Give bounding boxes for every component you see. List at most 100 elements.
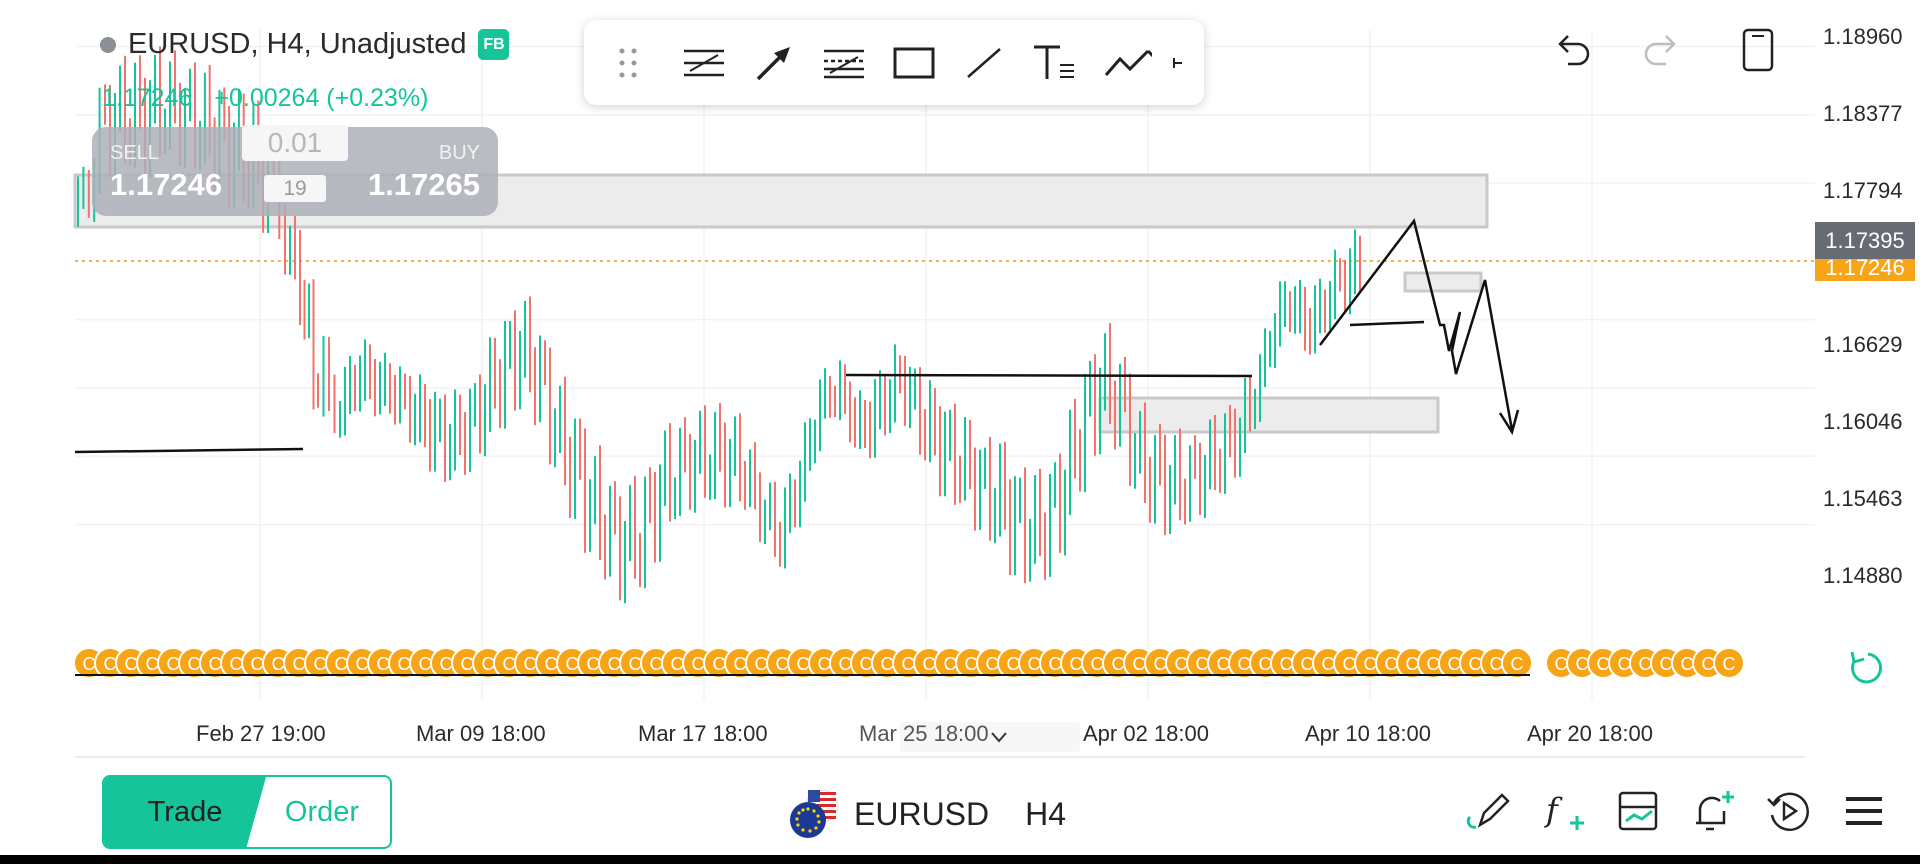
fib-retracement-icon[interactable] (820, 40, 868, 86)
lot-size-input[interactable]: 0.01 (242, 125, 348, 161)
bottom-symbol: EURUSD (854, 795, 990, 832)
svg-text:C: C (1301, 654, 1314, 674)
svg-text:C: C (1280, 654, 1293, 674)
indicator-fx-icon[interactable]: f (1538, 785, 1590, 837)
svg-text:C: C (818, 654, 831, 674)
svg-text:C: C (1007, 654, 1020, 674)
svg-text:C: C (1385, 654, 1398, 674)
price-change: +0.00264 (+0.23%) (214, 84, 429, 112)
svg-text:C: C (1049, 654, 1062, 674)
drag-handle-icon[interactable] (604, 40, 652, 86)
symbol-selector[interactable]: EURUSD H4 (788, 788, 1066, 840)
price-tick: 1.16046 (1823, 409, 1903, 434)
spread-value: 19 (264, 175, 326, 202)
svg-text:C: C (461, 654, 474, 674)
svg-text:C: C (1639, 654, 1652, 674)
svg-text:C: C (1618, 654, 1631, 674)
one-click-trade-panel: SELL 1.17246 BUY 1.17265 0.01 19 (92, 125, 498, 216)
svg-text:C: C (608, 654, 621, 674)
svg-text:C: C (314, 654, 327, 674)
svg-text:C: C (1238, 654, 1251, 674)
time-tick: Apr 20 18:00 (1527, 721, 1653, 746)
polyline-icon[interactable] (1104, 40, 1152, 86)
svg-text:C: C (1597, 654, 1610, 674)
trend-line-icon[interactable] (960, 40, 1008, 86)
projection-polyline (1319, 218, 1514, 431)
svg-text:C: C (1469, 654, 1482, 674)
current-price-tag: 1.17395 (1815, 222, 1915, 259)
redo-icon[interactable] (1638, 26, 1686, 74)
svg-text:C: C (1702, 654, 1715, 674)
system-nav-strip (0, 855, 1920, 864)
price-tick: 1.16629 (1823, 332, 1903, 357)
svg-text:C: C (83, 654, 96, 674)
template-icon[interactable] (1612, 785, 1664, 837)
svg-text:C: C (1175, 654, 1188, 674)
svg-text:C: C (1490, 654, 1503, 674)
time-tick: Feb 27 19:00 (196, 721, 326, 746)
menu-icon[interactable] (1838, 785, 1890, 837)
symbol-header[interactable]: EURUSD, H4, Unadjusted FB (100, 28, 510, 61)
svg-text:C: C (293, 654, 306, 674)
svg-text:C: C (1448, 654, 1461, 674)
svg-text:C: C (104, 654, 117, 674)
buy-label[interactable]: BUY (438, 142, 480, 164)
svg-text:C: C (629, 654, 642, 674)
fullscreen-icon[interactable] (1734, 26, 1782, 74)
svg-text:C: C (1196, 654, 1209, 674)
more-icon[interactable] (1168, 40, 1188, 86)
drawing-toolbar (584, 20, 1204, 105)
horizontal-line-mid (845, 373, 1253, 378)
demand-zone-rect[interactable] (1098, 396, 1440, 434)
svg-text:C: C (1343, 654, 1356, 674)
horizontal-line-left (74, 447, 304, 454)
buy-price[interactable]: 1.17265 (367, 167, 480, 202)
svg-text:C: C (944, 654, 957, 674)
status-dot (100, 36, 116, 53)
order-tab[interactable]: Order (284, 795, 360, 828)
svg-text:C: C (209, 654, 222, 674)
svg-text:C: C (986, 654, 999, 674)
svg-text:C: C (1681, 654, 1694, 674)
svg-text:C: C (188, 654, 201, 674)
price-tick: 1.15463 (1823, 486, 1903, 511)
sell-price[interactable]: 1.17246 (110, 167, 223, 202)
svg-text:C: C (398, 654, 411, 674)
alert-bell-icon[interactable] (1686, 785, 1738, 837)
svg-text:C: C (1427, 654, 1440, 674)
bottom-timeframe[interactable]: H4 (1025, 795, 1067, 832)
reset-chart-icon[interactable] (1850, 651, 1883, 684)
svg-text:C: C (545, 654, 558, 674)
parallel-channel-icon[interactable] (680, 40, 728, 86)
svg-text:C: C (503, 654, 516, 674)
text-icon[interactable] (1030, 40, 1078, 86)
small-zone-rect[interactable] (1403, 271, 1483, 293)
svg-text:C: C (839, 654, 852, 674)
price-tick: 1.18377 (1823, 101, 1903, 126)
horizontal-line-right (1349, 320, 1425, 327)
svg-text:C: C (1217, 654, 1230, 674)
svg-text:C: C (1723, 654, 1736, 674)
trade-order-toggle: Trade Order (102, 775, 392, 849)
svg-text:C: C (965, 654, 978, 674)
svg-text:C: C (167, 654, 180, 674)
sell-label[interactable]: SELL (110, 142, 159, 164)
svg-text:f: f (1544, 791, 1563, 829)
undo-icon[interactable] (1548, 26, 1596, 74)
svg-text:C: C (524, 654, 537, 674)
svg-text:C: C (671, 654, 684, 674)
chevron-down-icon (991, 732, 1007, 743)
time-scroll-handle[interactable] (900, 722, 1080, 752)
svg-text:C: C (881, 654, 894, 674)
replay-icon[interactable] (1762, 785, 1814, 837)
trade-tab[interactable]: Trade (104, 777, 266, 847)
rectangle-icon[interactable] (890, 40, 938, 86)
draw-pencil-icon[interactable] (1464, 785, 1516, 837)
arrow-icon[interactable] (750, 40, 798, 86)
svg-text:C: C (713, 654, 726, 674)
event-marker-icon: C (1501, 647, 1533, 679)
eu-us-flag-icon (790, 789, 839, 838)
fb-badge[interactable]: FB (478, 29, 510, 60)
